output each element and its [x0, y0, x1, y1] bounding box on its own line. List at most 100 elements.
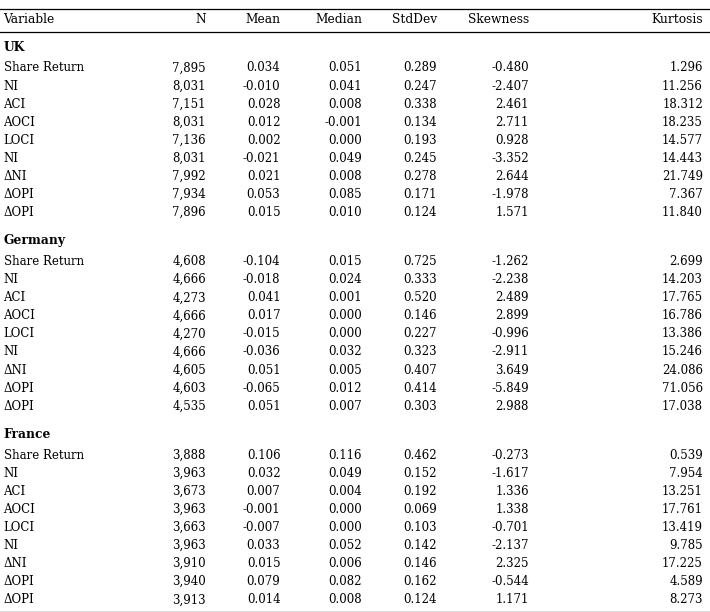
Text: 8,031: 8,031 [173, 152, 206, 165]
Text: 13.386: 13.386 [662, 327, 703, 340]
Text: 2.644: 2.644 [496, 170, 529, 183]
Text: 0.152: 0.152 [403, 467, 437, 480]
Text: 3,963: 3,963 [172, 467, 206, 480]
Text: 14.443: 14.443 [662, 152, 703, 165]
Text: 7,136: 7,136 [173, 133, 206, 147]
Text: -0.104: -0.104 [243, 255, 280, 268]
Text: 0.032: 0.032 [329, 345, 362, 359]
Text: 21.749: 21.749 [662, 170, 703, 183]
Text: 17.225: 17.225 [662, 557, 703, 570]
Text: Mean: Mean [246, 13, 280, 26]
Text: NI: NI [4, 345, 18, 359]
Text: France: France [4, 428, 51, 441]
Text: NI: NI [4, 152, 18, 165]
Text: 7,151: 7,151 [173, 97, 206, 111]
Text: ΔOPI: ΔOPI [4, 381, 34, 395]
Text: -0.036: -0.036 [243, 345, 280, 359]
Text: 3,963: 3,963 [172, 539, 206, 552]
Text: 7,992: 7,992 [173, 170, 206, 183]
Text: N: N [195, 13, 206, 26]
Text: 1.571: 1.571 [496, 206, 529, 219]
Text: ACI: ACI [4, 291, 26, 304]
Text: 4,603: 4,603 [172, 381, 206, 395]
Text: ACI: ACI [4, 485, 26, 498]
Text: 0.000: 0.000 [328, 503, 362, 516]
Text: -0.001: -0.001 [243, 503, 280, 516]
Text: 11.840: 11.840 [662, 206, 703, 219]
Text: 0.008: 0.008 [329, 97, 362, 111]
Text: 0.116: 0.116 [329, 449, 362, 462]
Text: 3,888: 3,888 [173, 449, 206, 462]
Text: 0.124: 0.124 [403, 593, 437, 606]
Text: -0.065: -0.065 [243, 381, 280, 395]
Text: Share Return: Share Return [4, 61, 84, 75]
Text: 0.017: 0.017 [247, 309, 280, 323]
Text: 0.103: 0.103 [403, 521, 437, 534]
Text: 1.338: 1.338 [496, 503, 529, 516]
Text: 3,663: 3,663 [172, 521, 206, 534]
Text: 0.082: 0.082 [329, 575, 362, 588]
Text: 7,895: 7,895 [173, 61, 206, 75]
Text: 0.227: 0.227 [403, 327, 437, 340]
Text: 0.079: 0.079 [246, 575, 280, 588]
Text: -0.007: -0.007 [243, 521, 280, 534]
Text: 14.203: 14.203 [662, 273, 703, 286]
Text: 1.336: 1.336 [496, 485, 529, 498]
Text: 0.303: 0.303 [403, 400, 437, 412]
Text: 0.001: 0.001 [329, 291, 362, 304]
Text: 0.032: 0.032 [247, 467, 280, 480]
Text: 3,673: 3,673 [172, 485, 206, 498]
Text: 0.289: 0.289 [403, 61, 437, 75]
Text: -2.911: -2.911 [491, 345, 529, 359]
Text: 4.589: 4.589 [670, 575, 703, 588]
Text: Germany: Germany [4, 234, 65, 247]
Text: ΔOPI: ΔOPI [4, 593, 34, 606]
Text: ΔOPI: ΔOPI [4, 188, 34, 201]
Text: 18.312: 18.312 [662, 97, 703, 111]
Text: 18.235: 18.235 [662, 116, 703, 129]
Text: NI: NI [4, 539, 18, 552]
Text: 0.051: 0.051 [247, 400, 280, 412]
Text: 13.419: 13.419 [662, 521, 703, 534]
Text: 17.761: 17.761 [662, 503, 703, 516]
Text: 0.520: 0.520 [403, 291, 437, 304]
Text: 0.015: 0.015 [329, 255, 362, 268]
Text: -2.137: -2.137 [491, 539, 529, 552]
Text: -0.001: -0.001 [324, 116, 362, 129]
Text: StdDev: StdDev [391, 13, 437, 26]
Text: 13.251: 13.251 [662, 485, 703, 498]
Text: ΔNI: ΔNI [4, 364, 27, 376]
Text: 0.049: 0.049 [328, 152, 362, 165]
Text: 11.256: 11.256 [662, 80, 703, 92]
Text: -2.238: -2.238 [491, 273, 529, 286]
Text: 0.928: 0.928 [496, 133, 529, 147]
Text: 0.338: 0.338 [403, 97, 437, 111]
Text: 2.988: 2.988 [496, 400, 529, 412]
Text: 0.000: 0.000 [328, 133, 362, 147]
Text: 0.162: 0.162 [403, 575, 437, 588]
Text: 0.015: 0.015 [247, 206, 280, 219]
Text: 0.053: 0.053 [246, 188, 280, 201]
Text: -0.015: -0.015 [243, 327, 280, 340]
Text: 8,031: 8,031 [173, 116, 206, 129]
Text: 0.085: 0.085 [329, 188, 362, 201]
Text: 0.008: 0.008 [329, 593, 362, 606]
Text: 0.051: 0.051 [247, 364, 280, 376]
Text: 16.786: 16.786 [662, 309, 703, 323]
Text: 8.273: 8.273 [670, 593, 703, 606]
Text: 0.010: 0.010 [329, 206, 362, 219]
Text: 3.649: 3.649 [495, 364, 529, 376]
Text: 0.005: 0.005 [328, 364, 362, 376]
Text: 0.146: 0.146 [403, 309, 437, 323]
Text: -0.010: -0.010 [243, 80, 280, 92]
Text: 0.052: 0.052 [329, 539, 362, 552]
Text: 0.041: 0.041 [329, 80, 362, 92]
Text: 7.954: 7.954 [669, 467, 703, 480]
Text: 0.333: 0.333 [403, 273, 437, 286]
Text: Share Return: Share Return [4, 255, 84, 268]
Text: 2.711: 2.711 [496, 116, 529, 129]
Text: 3,940: 3,940 [172, 575, 206, 588]
Text: 2.699: 2.699 [670, 255, 703, 268]
Text: 24.086: 24.086 [662, 364, 703, 376]
Text: 3,963: 3,963 [172, 503, 206, 516]
